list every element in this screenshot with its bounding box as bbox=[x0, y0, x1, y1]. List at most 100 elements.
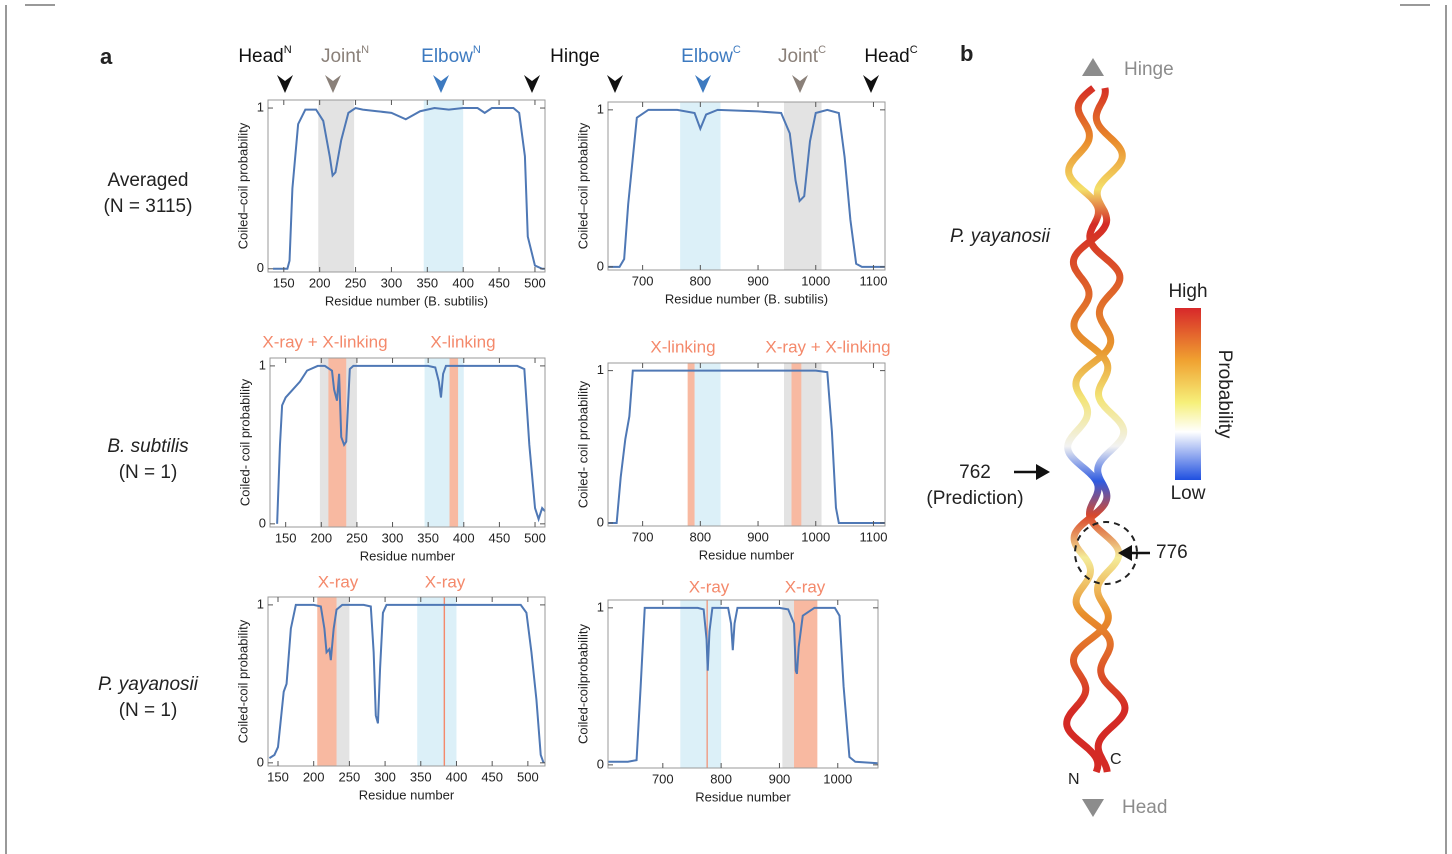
data-line bbox=[608, 371, 885, 523]
species-label: P. yayanosii bbox=[950, 226, 1051, 247]
x-tick-label: 200 bbox=[303, 769, 325, 784]
domain-label: JointC bbox=[778, 44, 826, 67]
y-tick-label: 0 bbox=[259, 515, 266, 530]
y-tick-label: 0 bbox=[597, 514, 604, 529]
helix-strand bbox=[1067, 88, 1120, 772]
y-axis-label: Coiled-coil probability bbox=[235, 619, 250, 743]
region bbox=[784, 363, 822, 526]
x-tick-label: 400 bbox=[446, 769, 468, 784]
domain-superscript: N bbox=[284, 44, 292, 56]
domain-superscript: N bbox=[473, 44, 481, 56]
domain-arrow bbox=[325, 75, 341, 93]
x-tick-label: 900 bbox=[747, 273, 769, 288]
x-tick-label: 400 bbox=[452, 275, 474, 290]
row-count: (N = 3115) bbox=[104, 196, 193, 217]
data-line bbox=[277, 366, 545, 524]
x-tick-label: 250 bbox=[345, 275, 367, 290]
region bbox=[417, 597, 456, 766]
y-tick-label: 0 bbox=[257, 260, 264, 275]
x-axis-label: Residue number bbox=[360, 548, 456, 563]
site-label: 776 bbox=[1156, 542, 1188, 563]
domain-label: ElbowC bbox=[681, 44, 741, 67]
region bbox=[688, 363, 695, 526]
x-tick-label: 400 bbox=[453, 530, 475, 545]
x-tick-label: 150 bbox=[267, 769, 289, 784]
region bbox=[444, 597, 445, 766]
x-tick-label: 1100 bbox=[859, 529, 887, 544]
plot-frame bbox=[270, 358, 545, 527]
region bbox=[794, 600, 817, 768]
plot-frame bbox=[608, 102, 885, 270]
plot-frame bbox=[608, 363, 885, 526]
domain-superscript: N bbox=[361, 44, 369, 56]
x-tick-label: 250 bbox=[339, 769, 361, 784]
x-tick-label: 300 bbox=[382, 530, 404, 545]
colorbar-high: High bbox=[1168, 281, 1207, 302]
annotation: X-ray bbox=[785, 577, 826, 596]
region bbox=[707, 600, 708, 768]
panel-label: a bbox=[100, 44, 113, 69]
y-axis-label: Coiled-coilprobability bbox=[575, 624, 590, 744]
x-tick-label: 500 bbox=[524, 275, 546, 290]
x-tick-label: 300 bbox=[374, 769, 396, 784]
plot-frame bbox=[608, 600, 878, 768]
x-tick-label: 800 bbox=[689, 529, 711, 544]
y-tick-label: 1 bbox=[259, 357, 266, 372]
y-tick-label: 0 bbox=[257, 754, 264, 769]
row-label: Averaged bbox=[108, 170, 189, 191]
y-axis-label: Coiled- coil probability bbox=[237, 378, 252, 506]
domain-name: Head bbox=[864, 46, 909, 67]
colorbar bbox=[1175, 308, 1201, 480]
x-axis-label: Residue number bbox=[359, 787, 455, 802]
x-tick-label: 250 bbox=[346, 530, 368, 545]
domain-arrow bbox=[607, 75, 623, 93]
domain-arrow bbox=[524, 75, 540, 93]
y-tick-label: 1 bbox=[597, 101, 604, 116]
x-tick-label: 800 bbox=[710, 771, 732, 786]
row-count: (N = 1) bbox=[119, 700, 178, 721]
colorbar-label: Probability bbox=[1214, 350, 1235, 439]
domain-label: HeadN bbox=[238, 44, 291, 67]
y-tick-label: 1 bbox=[597, 362, 604, 377]
domain-superscript: C bbox=[818, 44, 826, 56]
x-tick-label: 150 bbox=[275, 530, 297, 545]
x-tick-label: 800 bbox=[689, 273, 711, 288]
y-tick-label: 0 bbox=[597, 258, 604, 273]
domain-name: Elbow bbox=[421, 46, 473, 67]
y-axis-label: Coiled–coil probability bbox=[235, 122, 250, 249]
y-tick-label: 1 bbox=[597, 599, 604, 614]
domain-superscript: C bbox=[910, 44, 918, 56]
x-tick-label: 700 bbox=[632, 273, 654, 288]
domain-label: Hinge bbox=[550, 46, 600, 67]
plot-frame bbox=[268, 100, 545, 272]
row-label: P. yayanosii bbox=[98, 674, 199, 695]
x-tick-label: 900 bbox=[769, 771, 791, 786]
domain-name: Elbow bbox=[681, 46, 733, 67]
x-tick-label: 200 bbox=[310, 530, 332, 545]
terminus-label: N bbox=[1068, 771, 1080, 788]
terminus-label: C bbox=[1110, 751, 1122, 768]
x-tick-label: 500 bbox=[524, 530, 546, 545]
annotation: X-ray bbox=[689, 577, 730, 596]
colorbar-low: Low bbox=[1171, 483, 1206, 504]
data-line bbox=[608, 110, 885, 267]
row-count: (N = 1) bbox=[119, 462, 178, 483]
domain-arrow bbox=[792, 75, 808, 93]
up-triangle bbox=[1082, 58, 1104, 76]
region bbox=[695, 363, 721, 526]
x-tick-label: 1000 bbox=[801, 529, 830, 544]
annotation: X-linking bbox=[430, 332, 495, 351]
annotation: X-linking bbox=[650, 337, 715, 356]
x-tick-label: 500 bbox=[517, 769, 539, 784]
page: a b Hinge Head P. yayanosii High Low Pro… bbox=[0, 0, 1452, 854]
protein-structure bbox=[1067, 88, 1125, 772]
hinge-label: Hinge bbox=[1124, 59, 1174, 80]
annotation: X-ray bbox=[318, 572, 359, 591]
site-label: 762 bbox=[959, 462, 991, 483]
domain-name: Joint bbox=[321, 46, 362, 67]
x-tick-label: 450 bbox=[489, 530, 511, 545]
region bbox=[450, 358, 459, 527]
domain-label: JointN bbox=[321, 44, 369, 67]
row-label: B. subtilis bbox=[107, 436, 189, 457]
domain-arrow bbox=[433, 75, 449, 93]
